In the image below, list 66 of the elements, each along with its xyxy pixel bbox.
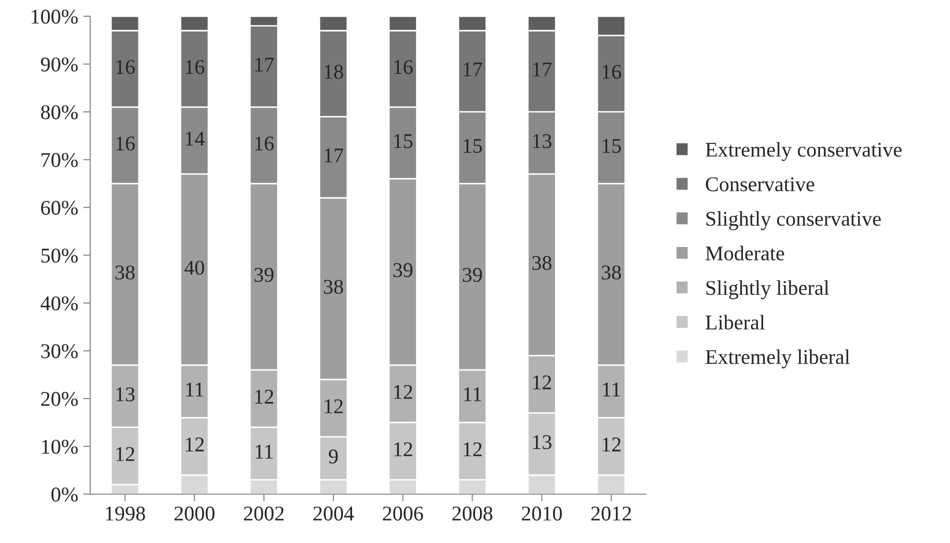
x-tick-label: 2006 [382,506,424,521]
data-label: 13 [116,387,135,402]
data-label: 18 [324,64,344,79]
data-label: 12 [602,438,621,452]
data-label: 13 [533,134,552,148]
data-label: 12 [186,438,204,452]
data-label: 15 [394,134,412,148]
y-tick-label: 0% [51,488,78,502]
y-tick-label: 20% [41,392,78,406]
data-label: 12 [533,375,552,390]
x-tick-label: 2010 [522,506,562,521]
data-label: 14 [186,132,205,146]
legend-label: Slightly liberal [706,280,830,300]
data-label: 38 [532,256,552,270]
x-tick-label: 2002 [244,506,284,521]
legend-label: Extremely liberal [706,349,850,368]
y-tick-label: 10% [42,440,78,454]
data-label: 9 [328,450,338,464]
y-tick-label: 60% [41,200,78,215]
x-tick-label: 2008 [452,506,492,521]
data-label: 11 [256,444,273,459]
data-label: 40 [184,260,204,275]
data-label: 11 [603,382,620,396]
y-tick-label: 40% [40,296,78,310]
y-tick-label: 100% [32,10,78,24]
data-label: 12 [394,442,412,456]
data-label: 16 [255,136,274,151]
legend-label: Liberal [706,314,765,330]
data-label: 17 [464,62,482,76]
data-label: 15 [464,138,482,153]
y-tick-label: 80% [41,105,78,120]
legend-label: Extremely conservative [706,142,902,162]
y-tick-label: 70% [42,153,78,168]
data-label: 38 [324,280,344,294]
x-tick-label: 1998 [106,506,146,521]
data-label: 38 [602,265,621,280]
y-tick-label: 90% [40,57,78,72]
data-label: 11 [186,382,204,396]
data-label: 11 [464,387,482,402]
x-tick-label: 2004 [313,506,354,521]
data-label: 12 [324,399,343,414]
y-tick-label: 50% [41,248,78,263]
legend-label: Conservative [706,177,814,192]
data-label: 16 [116,136,135,151]
data-label: 12 [116,447,134,461]
data-label: 12 [464,442,482,456]
data-label: 39 [393,263,412,278]
data-label: 12 [394,385,412,399]
data-label: 16 [602,64,622,79]
data-label: 17 [255,58,274,72]
data-label: 39 [462,268,482,282]
x-tick-label: 2000 [174,506,214,521]
data-label: 17 [533,62,552,76]
data-label: 17 [324,148,344,162]
data-label: 16 [186,60,204,74]
legend-label: Slightly conservative [706,211,881,230]
data-label: 15 [602,138,621,153]
data-label: 16 [394,60,413,74]
data-label: 39 [254,268,274,282]
data-label: 38 [116,265,135,280]
legend-label: Moderate [706,246,784,260]
data-label: 13 [533,435,552,450]
data-label: 16 [116,60,135,74]
data-label: 12 [255,390,274,404]
y-tick-label: 30% [41,344,78,358]
x-tick-label: 2012 [591,506,631,521]
